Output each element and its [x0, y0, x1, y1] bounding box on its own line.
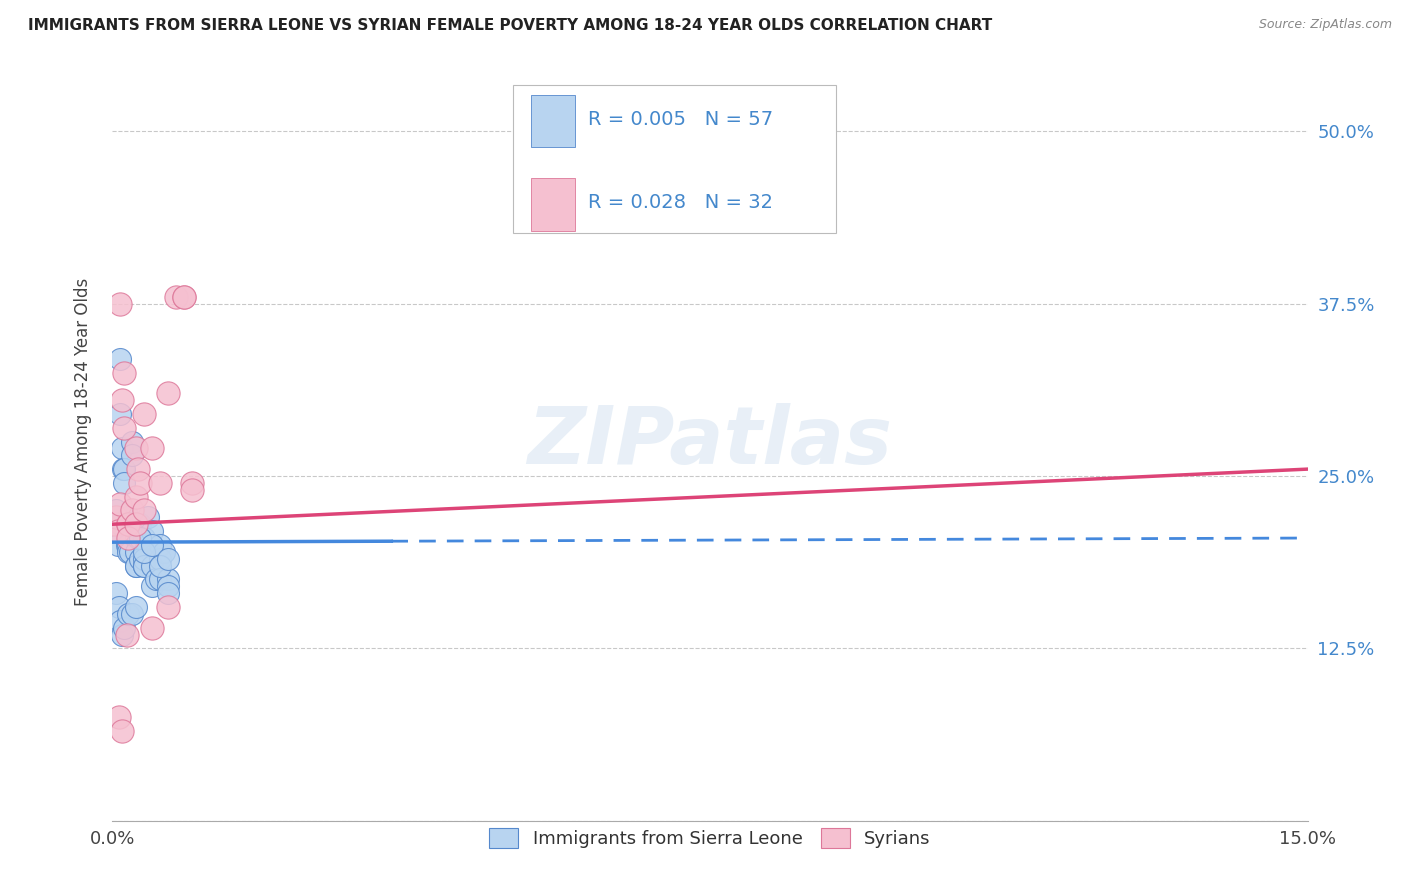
Point — [141, 538, 163, 552]
Point — [105, 510, 128, 524]
Point — [125, 545, 148, 559]
Text: ZIPatlas: ZIPatlas — [527, 402, 893, 481]
Point — [157, 586, 180, 600]
Point — [121, 448, 143, 462]
Point — [145, 573, 167, 587]
Point — [117, 517, 139, 532]
Point — [121, 607, 143, 621]
Point — [149, 573, 172, 587]
Point — [111, 393, 134, 408]
Point — [105, 586, 128, 600]
FancyBboxPatch shape — [513, 85, 835, 233]
Point — [121, 434, 143, 449]
Point — [111, 627, 134, 641]
Point — [117, 531, 139, 545]
Point — [110, 614, 132, 628]
FancyBboxPatch shape — [531, 178, 575, 231]
Point — [127, 531, 149, 545]
Text: Source: ZipAtlas.com: Source: ZipAtlas.com — [1258, 18, 1392, 31]
Point — [149, 538, 172, 552]
Point — [134, 503, 156, 517]
Point — [104, 517, 127, 532]
Y-axis label: Female Poverty Among 18-24 Year Olds: Female Poverty Among 18-24 Year Olds — [73, 277, 91, 606]
Point — [134, 545, 156, 559]
Point — [115, 627, 138, 641]
Point — [129, 475, 152, 490]
Point — [173, 290, 195, 304]
Point — [141, 579, 163, 593]
Point — [129, 517, 152, 532]
Point — [157, 573, 180, 587]
Text: IMMIGRANTS FROM SIERRA LEONE VS SYRIAN FEMALE POVERTY AMONG 18-24 YEAR OLDS CORR: IMMIGRANTS FROM SIERRA LEONE VS SYRIAN F… — [28, 18, 993, 33]
Point — [138, 510, 160, 524]
Point — [117, 545, 139, 559]
Point — [149, 558, 172, 573]
Point — [134, 558, 156, 573]
Point — [125, 442, 148, 456]
Point — [117, 517, 139, 532]
Point — [125, 531, 148, 545]
Point — [157, 579, 180, 593]
Point — [173, 290, 195, 304]
Point — [117, 510, 139, 524]
Point — [134, 551, 156, 566]
Point — [125, 558, 148, 573]
Point — [117, 517, 139, 532]
Point — [125, 599, 148, 614]
Point — [149, 551, 172, 566]
Point — [114, 421, 135, 435]
Point — [114, 475, 135, 490]
Point — [125, 531, 148, 545]
Point — [117, 607, 139, 621]
Point — [107, 538, 129, 552]
Point — [141, 621, 163, 635]
Point — [141, 524, 163, 538]
Point — [125, 490, 148, 504]
Point — [111, 442, 134, 456]
Point — [110, 407, 132, 421]
Point — [125, 558, 148, 573]
Text: R = 0.028   N = 32: R = 0.028 N = 32 — [588, 194, 773, 212]
Point — [157, 386, 180, 401]
Point — [125, 524, 148, 538]
Point — [117, 517, 139, 532]
Point — [111, 724, 134, 739]
Point — [107, 524, 129, 538]
Point — [181, 483, 204, 497]
FancyBboxPatch shape — [531, 95, 575, 147]
Point — [114, 366, 135, 380]
Point — [129, 551, 152, 566]
Point — [134, 407, 156, 421]
Point — [157, 551, 180, 566]
Point — [108, 710, 131, 724]
Point — [125, 517, 148, 532]
Legend: Immigrants from Sierra Leone, Syrians: Immigrants from Sierra Leone, Syrians — [481, 819, 939, 857]
Point — [105, 503, 128, 517]
Point — [127, 462, 149, 476]
Point — [118, 545, 141, 559]
Point — [141, 558, 163, 573]
Point — [111, 462, 134, 476]
Point — [114, 621, 135, 635]
Point — [121, 503, 143, 517]
Point — [117, 538, 139, 552]
Point — [108, 599, 131, 614]
Point — [181, 475, 204, 490]
Point — [134, 531, 156, 545]
Point — [134, 558, 156, 573]
Point — [110, 497, 132, 511]
Point — [157, 599, 180, 614]
Point — [114, 462, 135, 476]
Text: R = 0.005   N = 57: R = 0.005 N = 57 — [588, 110, 773, 128]
Point — [110, 296, 132, 310]
Point — [108, 517, 131, 532]
Point — [141, 442, 163, 456]
Point — [110, 351, 132, 366]
Point — [129, 531, 152, 545]
Point — [165, 290, 187, 304]
Point — [149, 475, 172, 490]
Point — [115, 538, 138, 552]
Point — [153, 545, 176, 559]
Point — [104, 517, 127, 532]
